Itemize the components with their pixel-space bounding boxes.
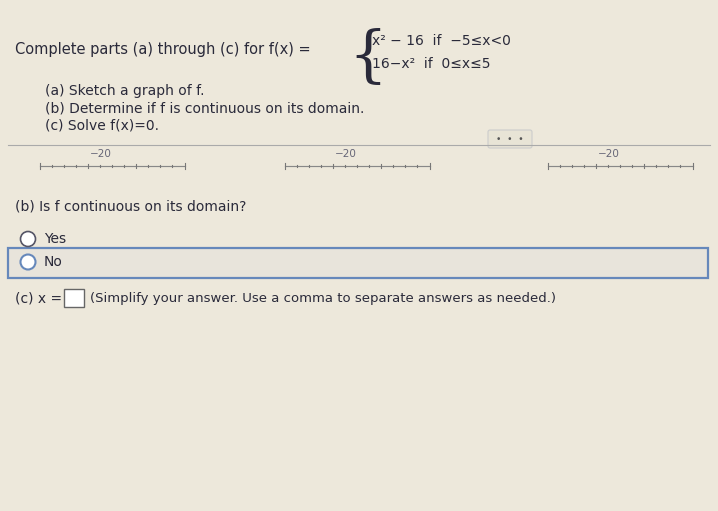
FancyBboxPatch shape [8, 248, 708, 278]
Text: −20: −20 [335, 149, 356, 159]
Text: (Simplify your answer. Use a comma to separate answers as needed.): (Simplify your answer. Use a comma to se… [90, 291, 556, 305]
Text: {: { [348, 28, 387, 88]
Text: x² − 16  if  −5≤x<0: x² − 16 if −5≤x<0 [372, 34, 511, 48]
Text: Complete parts (a) through (c) for f(x) =: Complete parts (a) through (c) for f(x) … [15, 41, 311, 57]
Text: (c) Solve f(x)=0.: (c) Solve f(x)=0. [45, 118, 159, 132]
FancyBboxPatch shape [488, 130, 532, 148]
Text: (c) x =: (c) x = [15, 291, 62, 305]
Text: −20: −20 [90, 149, 111, 159]
Circle shape [21, 254, 35, 269]
Circle shape [21, 231, 35, 246]
Text: 16−x²  if  0≤x≤5: 16−x² if 0≤x≤5 [372, 57, 490, 71]
Text: Yes: Yes [44, 232, 66, 246]
FancyBboxPatch shape [64, 289, 84, 307]
Text: (b) Determine if f is continuous on its domain.: (b) Determine if f is continuous on its … [45, 101, 364, 115]
Text: •  •  •: • • • [496, 134, 524, 144]
Text: (b) Is f continuous on its domain?: (b) Is f continuous on its domain? [15, 199, 246, 213]
Text: (a) Sketch a graph of f.: (a) Sketch a graph of f. [45, 84, 205, 98]
Text: No: No [44, 255, 63, 269]
Text: −20: −20 [597, 149, 620, 159]
